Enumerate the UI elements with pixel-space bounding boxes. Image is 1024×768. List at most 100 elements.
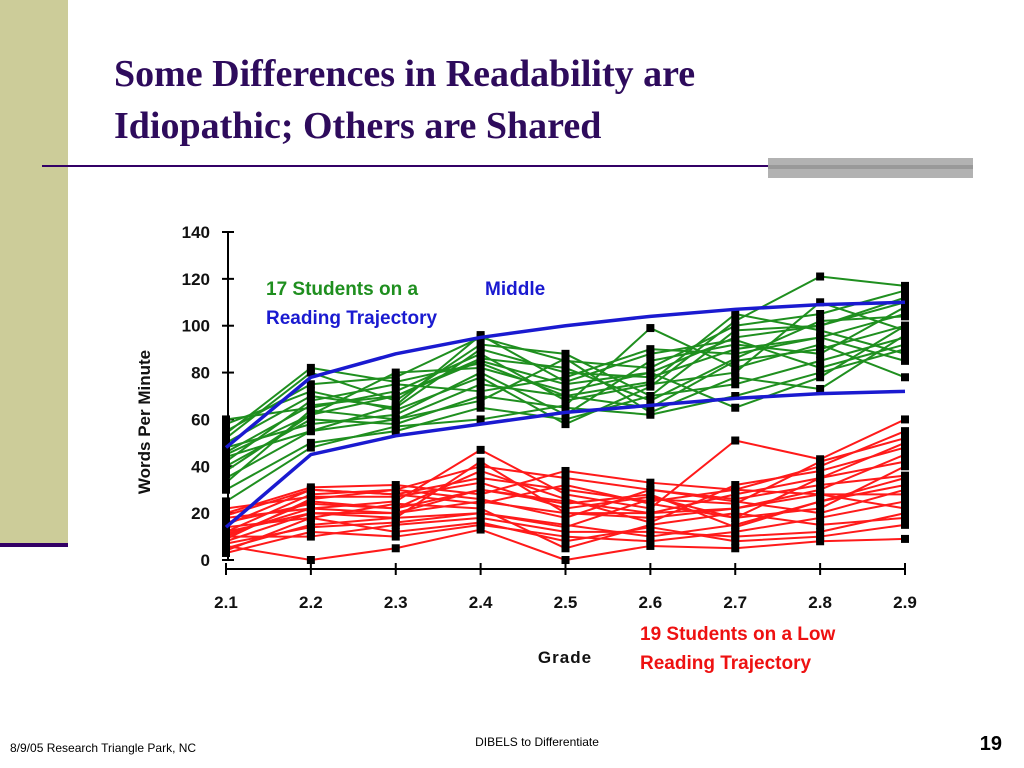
point-marker bbox=[731, 392, 740, 400]
point-marker bbox=[731, 345, 740, 354]
point-marker bbox=[901, 471, 909, 480]
x-tick-label: 2.7 bbox=[723, 593, 747, 612]
point-marker bbox=[306, 368, 315, 377]
point-marker bbox=[731, 481, 740, 490]
point-marker bbox=[901, 504, 909, 513]
x-tick-label: 2.2 bbox=[299, 593, 323, 612]
point-marker bbox=[816, 321, 825, 330]
point-marker bbox=[561, 532, 570, 541]
point-marker bbox=[816, 345, 825, 354]
point-marker bbox=[476, 478, 485, 487]
point-marker bbox=[816, 490, 825, 499]
point-marker bbox=[222, 462, 230, 471]
x-tick-label: 2.9 bbox=[893, 593, 917, 612]
point-marker bbox=[306, 406, 315, 415]
point-marker bbox=[561, 377, 570, 386]
point-marker bbox=[816, 509, 825, 518]
annotation: 17 Students on a bbox=[266, 279, 418, 300]
side-bar bbox=[0, 0, 68, 545]
point-marker bbox=[222, 474, 230, 482]
point-marker bbox=[391, 518, 400, 527]
point-marker bbox=[561, 401, 570, 410]
point-marker bbox=[731, 335, 740, 344]
point-marker bbox=[561, 368, 570, 377]
point-marker bbox=[476, 485, 485, 494]
point-marker bbox=[731, 436, 740, 445]
point-marker bbox=[646, 509, 655, 518]
point-marker bbox=[476, 373, 485, 382]
point-marker bbox=[646, 523, 655, 532]
x-tick-label: 2.6 bbox=[639, 593, 663, 612]
point-marker bbox=[731, 373, 740, 382]
point-marker bbox=[646, 537, 655, 546]
point-marker bbox=[476, 466, 485, 475]
slide-title: Idiopathic; Others are Shared bbox=[114, 105, 601, 147]
point-marker bbox=[561, 392, 570, 400]
point-marker bbox=[731, 504, 740, 513]
point-marker bbox=[476, 403, 485, 412]
point-marker bbox=[646, 499, 655, 508]
point-marker bbox=[222, 434, 230, 443]
point-marker bbox=[901, 490, 909, 499]
y-tick-label: 120 bbox=[182, 270, 210, 289]
page-number: 19 bbox=[980, 733, 1002, 755]
point-marker bbox=[901, 415, 909, 424]
point-marker bbox=[306, 363, 315, 372]
point-marker bbox=[731, 532, 740, 541]
point-marker bbox=[901, 462, 909, 471]
point-marker bbox=[561, 373, 570, 382]
point-marker bbox=[816, 340, 825, 349]
point-marker bbox=[476, 513, 485, 522]
point-marker bbox=[476, 354, 485, 363]
point-marker bbox=[222, 429, 230, 438]
point-marker bbox=[561, 544, 570, 553]
point-marker bbox=[391, 422, 400, 431]
point-marker bbox=[561, 354, 570, 363]
point-marker bbox=[306, 443, 315, 452]
point-marker bbox=[391, 387, 400, 396]
annotation: Reading Trajectory bbox=[266, 308, 437, 329]
point-marker bbox=[646, 478, 655, 487]
x-tick-label: 2.3 bbox=[384, 593, 408, 612]
point-marker bbox=[391, 377, 400, 386]
point-marker bbox=[476, 518, 485, 527]
point-marker bbox=[646, 324, 655, 333]
point-marker bbox=[306, 387, 315, 396]
point-marker bbox=[222, 415, 230, 424]
x-tick-label: 2.1 bbox=[214, 593, 238, 612]
point-marker bbox=[306, 556, 315, 564]
point-marker bbox=[561, 527, 570, 536]
y-tick-label: 40 bbox=[191, 457, 210, 476]
point-marker bbox=[731, 354, 740, 363]
point-marker bbox=[222, 511, 230, 520]
point-marker bbox=[391, 490, 400, 499]
point-marker bbox=[816, 363, 825, 372]
point-marker bbox=[816, 527, 825, 536]
point-marker bbox=[561, 513, 570, 522]
point-marker bbox=[731, 537, 740, 546]
point-marker bbox=[646, 541, 655, 550]
point-marker bbox=[476, 380, 485, 389]
point-marker bbox=[391, 513, 400, 522]
point-marker bbox=[646, 518, 655, 527]
point-marker bbox=[476, 525, 485, 534]
point-marker bbox=[816, 474, 825, 482]
point-marker bbox=[901, 457, 909, 466]
point-marker bbox=[816, 356, 825, 365]
point-marker bbox=[731, 326, 740, 335]
x-axis-label: Grade bbox=[538, 648, 592, 667]
point-marker bbox=[901, 286, 909, 295]
point-marker bbox=[816, 373, 825, 382]
point-marker bbox=[646, 373, 655, 382]
point-marker bbox=[222, 518, 230, 527]
point-marker bbox=[476, 504, 485, 513]
point-marker bbox=[306, 438, 315, 447]
point-marker bbox=[306, 380, 315, 389]
point-marker bbox=[476, 499, 485, 508]
point-marker bbox=[476, 368, 485, 377]
point-marker bbox=[731, 544, 740, 553]
point-marker bbox=[561, 556, 570, 564]
point-marker bbox=[901, 497, 909, 506]
point-marker bbox=[901, 312, 909, 321]
